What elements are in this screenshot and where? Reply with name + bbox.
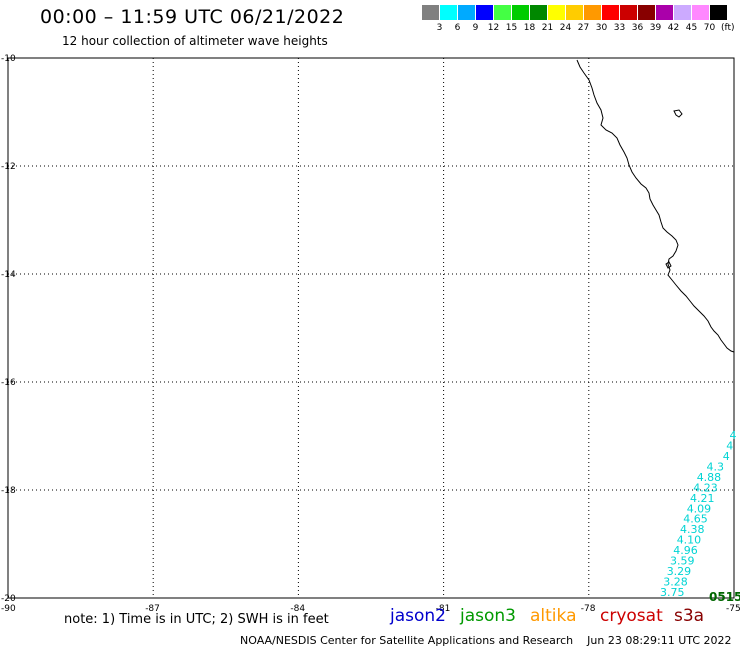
wave-height-value: 4.3 — [707, 460, 725, 473]
legend-swatch — [548, 5, 565, 20]
legend-label: 42 — [667, 23, 680, 33]
legend-label: 45 — [685, 23, 698, 33]
legend-swatch — [584, 5, 601, 20]
axis-tick-labels: -10 -12 -14 -16 -18 -20-90 -87 -84 -81 -78 -75 — [1, 54, 740, 614]
legend-swatch — [674, 5, 691, 20]
latitude-label: -10 — [1, 54, 16, 64]
legend-swatch — [530, 5, 547, 20]
footer-timestamp: Jun 23 08:29:11 UTC 2022 — [587, 634, 732, 647]
legend-swatch — [566, 5, 583, 20]
latitude-label: -18 — [1, 486, 16, 496]
legend-label: 21 — [541, 23, 554, 33]
latitude-label: -20 — [1, 594, 16, 604]
legend-unit: (ft) — [721, 23, 735, 33]
longitude-label: -84 — [290, 604, 305, 614]
wave-height-value: 4 — [726, 440, 733, 453]
wave-height-value: 3.29 — [667, 565, 692, 578]
legend-swatch — [476, 5, 493, 20]
legend-swatch — [440, 5, 457, 20]
legend-label: 12 — [487, 23, 500, 33]
map-subtitle: 12 hour collection of altimeter wave hei… — [62, 34, 328, 48]
latitude-label: -16 — [1, 378, 16, 388]
wave-height-value: 4.21 — [690, 492, 715, 505]
mission-s3a: s3a — [674, 606, 705, 626]
wave-height-value: 3.75 — [660, 586, 685, 599]
mission-altika: altika — [530, 606, 577, 626]
legend-label: 27 — [577, 23, 590, 33]
wave-height-track: 4444.34.884.234.214.094.654.384.104.963.… — [660, 429, 737, 599]
legend-label: 9 — [472, 23, 479, 33]
longitude-label: -75 — [726, 604, 740, 614]
legend-swatch — [692, 5, 709, 20]
map-frame — [7, 57, 735, 599]
wave-height-value: 4.09 — [687, 502, 712, 515]
island-outline — [673, 109, 683, 118]
legend-label: 39 — [649, 23, 662, 33]
latitude-label: -12 — [1, 162, 16, 172]
legend-swatch — [710, 5, 727, 20]
coastline — [576, 59, 735, 353]
legend-label: 18 — [523, 23, 536, 33]
legend-swatch — [638, 5, 655, 20]
longitude-label: -87 — [145, 604, 160, 614]
mission-jason3: jason3 — [460, 606, 516, 626]
wave-height-value: 3.59 — [670, 555, 695, 568]
wave-height-value: 4 — [723, 450, 730, 463]
wave-height-value: 4.96 — [673, 544, 698, 557]
longitude-label: -78 — [581, 604, 596, 614]
legend-label: 24 — [559, 23, 572, 33]
graticule — [8, 58, 734, 598]
latitude-label: -14 — [1, 270, 16, 280]
mission-jason2: jason2 — [390, 606, 446, 626]
legend-label: 6 — [454, 23, 461, 33]
mission-cryosat: cryosat — [600, 606, 663, 626]
map-title: 00:00 – 11:59 UTC 06/21/2022 — [40, 6, 345, 28]
legend-swatch — [458, 5, 475, 20]
note-text: note: 1) Time is in UTC; 2) SWH is in fe… — [64, 612, 329, 627]
longitude-label: -90 — [1, 604, 16, 614]
wave-height-value: 4.65 — [683, 513, 708, 526]
legend-swatch — [494, 5, 511, 20]
legend-label: 30 — [595, 23, 608, 33]
wave-height-value: 4.38 — [680, 523, 705, 536]
wave-height-value: 4.10 — [677, 534, 702, 547]
legend-swatch — [512, 5, 529, 20]
legend-label: 3 — [436, 23, 443, 33]
legend-swatch — [656, 5, 673, 20]
legend-swatch — [422, 5, 439, 20]
wave-height-value: 4 — [730, 429, 737, 442]
legend-swatch — [602, 5, 619, 20]
wave-height-value: 3.28 — [663, 576, 688, 589]
coast-inlet — [665, 261, 672, 269]
pass-time-label: 0515 — [709, 590, 740, 604]
footer-credit: NOAA/NESDIS Center for Satellite Applica… — [240, 634, 732, 647]
legend-label: 15 — [505, 23, 518, 33]
longitude-label: -81 — [436, 604, 451, 614]
legend-label: 33 — [613, 23, 626, 33]
legend-swatch — [620, 5, 637, 20]
wave-height-value: 4.23 — [693, 481, 718, 494]
legend-label: 70 — [703, 23, 716, 33]
legend-label: 36 — [631, 23, 644, 33]
wave-height-value: 4.88 — [697, 471, 722, 484]
footer-credit-text: NOAA/NESDIS Center for Satellite Applica… — [240, 634, 574, 647]
